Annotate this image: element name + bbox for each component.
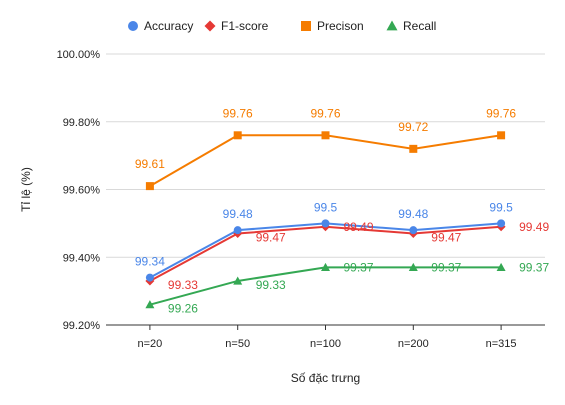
legend-marker (301, 21, 311, 31)
data-label: 99.72 (398, 120, 428, 134)
y-axis-ticks: 99.20% 99.40% 99.60% 99.80% 100.00% (57, 49, 101, 332)
series-line (149, 134, 502, 187)
data-point (496, 262, 506, 272)
data-point (408, 262, 418, 272)
y-axis-title: Tỉ lệ (%) (19, 167, 33, 212)
series (145, 131, 506, 309)
data-point (233, 276, 243, 285)
data-label: 99.49 (519, 220, 549, 234)
x-axis-title: Số đặc trưng (291, 371, 360, 385)
legend-label: Recall (403, 19, 436, 33)
data-label: 99.48 (398, 207, 428, 221)
x-tick-label: n=100 (310, 338, 341, 350)
series-accuracy (145, 219, 506, 282)
data-label: 99.48 (223, 207, 253, 221)
data-label: 99.47 (431, 231, 461, 245)
data-label: 99.61 (135, 157, 165, 171)
legend-label: Accuracy (144, 19, 193, 33)
y-tick-label: 99.40% (63, 252, 101, 264)
data-label: 99.37 (344, 260, 374, 274)
data-label: 99.76 (486, 106, 516, 120)
x-tick-label: n=315 (486, 338, 517, 350)
data-point (497, 131, 506, 140)
data-point (145, 300, 155, 309)
legend-label: Precison (317, 19, 364, 33)
data-labels: 99.34 99.48 99.5 99.48 99.5 99.33 99.47 99.49 99… (135, 106, 550, 315)
data-point (321, 219, 330, 228)
legend-item: Accuracy (128, 19, 193, 33)
y-tick-label: 99.60% (63, 185, 101, 197)
series-recall (145, 262, 506, 309)
data-point (233, 131, 242, 140)
data-label: 99.5 (489, 200, 513, 214)
legend-item: Recall (386, 19, 436, 33)
data-label: 99.5 (314, 200, 338, 214)
y-tick-label: 99.80% (63, 117, 101, 129)
legend-marker (204, 20, 216, 32)
legend-marker (128, 21, 138, 31)
data-label: 99.37 (519, 260, 549, 274)
x-tick-label: n=50 (225, 338, 250, 350)
data-label: 99.47 (256, 231, 286, 245)
data-point (321, 262, 330, 272)
data-point (321, 131, 330, 140)
data-label: 99.33 (256, 278, 286, 292)
x-tick-label: n=200 (398, 338, 429, 350)
data-label: 99.76 (223, 106, 253, 120)
data-point (145, 273, 154, 282)
x-axis-ticks: n=20 n=50 n=100 n=200 n=315 (138, 325, 517, 350)
series-precison (145, 131, 506, 191)
axes: 99.20% 99.40% 99.60% 99.80% 100.00% n=20 n=50… (19, 49, 517, 385)
data-point (409, 226, 418, 235)
data-point (145, 182, 154, 191)
data-label: 99.34 (135, 255, 165, 269)
legend-item: Precison (301, 19, 364, 33)
data-label: 99.33 (168, 278, 198, 292)
gridlines (106, 53, 545, 326)
legend-marker (386, 20, 398, 31)
x-tick-label: n=20 (138, 338, 163, 350)
y-tick-label: 100.00% (57, 49, 101, 61)
legend: Accuracy F1-score Precison Recall (128, 19, 436, 33)
data-label: 99.76 (310, 106, 340, 120)
data-point (497, 219, 506, 228)
y-tick-label: 99.20% (63, 320, 101, 332)
data-label: 99.49 (344, 220, 374, 234)
legend-label: F1-score (221, 19, 269, 33)
data-point (409, 144, 418, 153)
legend-item: F1-score (204, 19, 269, 33)
data-label: 99.37 (431, 260, 461, 274)
data-label: 99.26 (168, 302, 198, 316)
data-point (233, 226, 242, 235)
